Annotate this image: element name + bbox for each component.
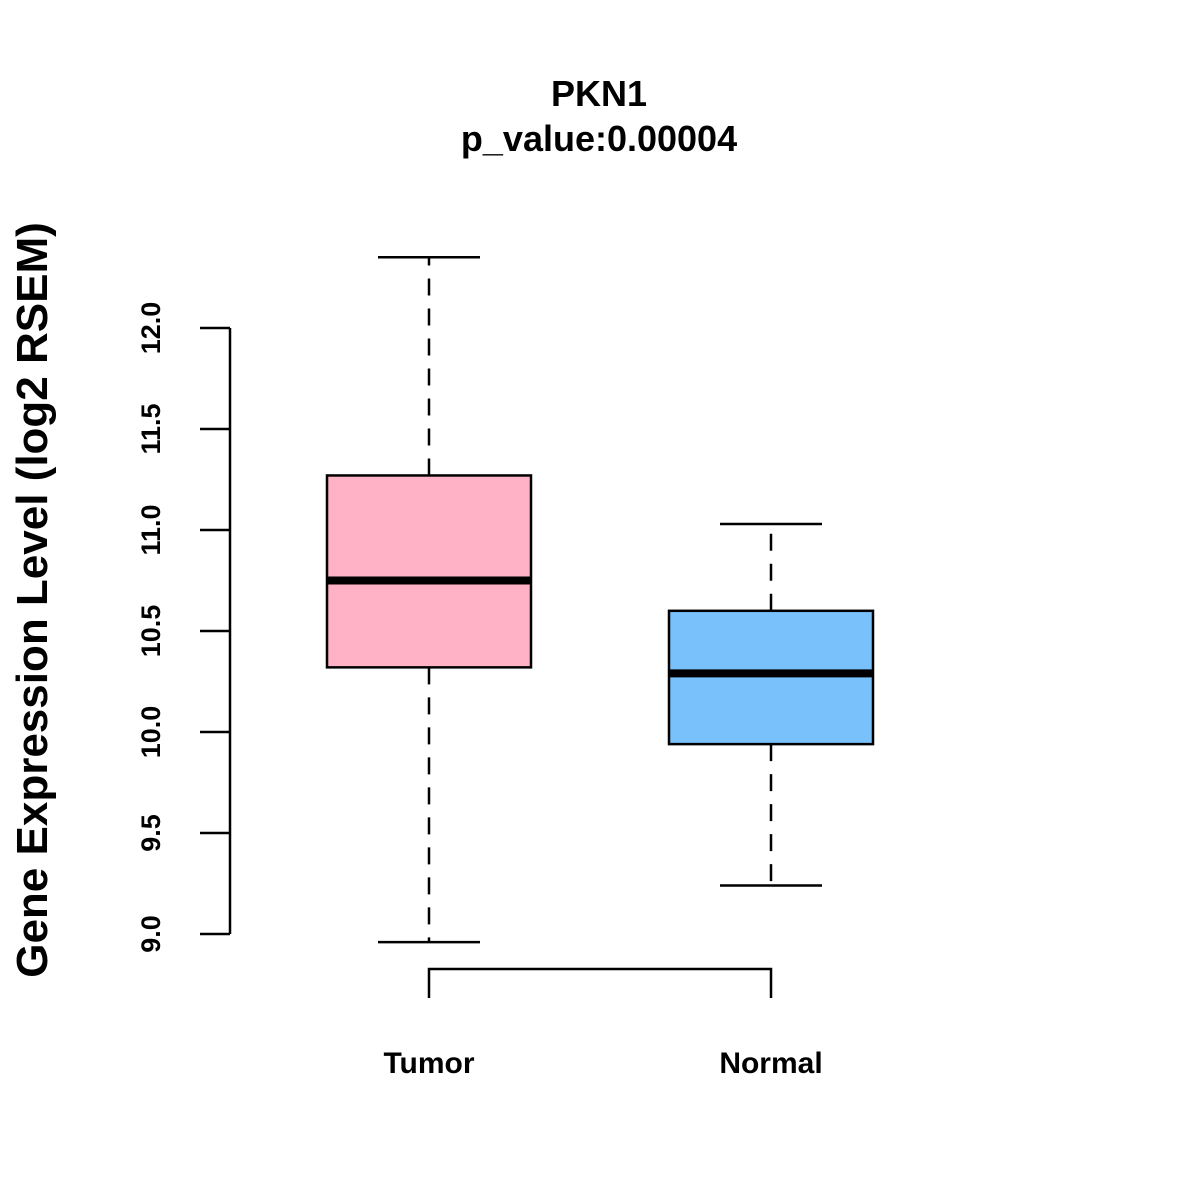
y-axis: 9.0 9.5 10.0 10.5 11.0 11.5 12.0 <box>136 302 232 953</box>
comparison-bracket <box>427 967 773 998</box>
category-labels: Tumor Normal <box>383 1047 822 1080</box>
chart-subtitle: p_value:0.00004 <box>461 118 737 159</box>
iqr-box <box>667 609 875 746</box>
y-tick-label: 11.0 <box>136 504 166 555</box>
box-tumor <box>325 256 533 944</box>
y-axis-label: Gene Expression Level (log2 RSEM) <box>8 222 57 978</box>
box-normal <box>667 522 875 887</box>
chart-title: PKN1 <box>551 73 647 114</box>
y-tick-label: 9.0 <box>136 915 166 953</box>
iqr-box <box>325 474 533 669</box>
box-series <box>325 256 875 944</box>
y-tick-label: 10.0 <box>136 706 166 759</box>
y-tick-label: 12.0 <box>136 302 166 355</box>
category-label-normal: Normal <box>719 1047 822 1080</box>
category-label-tumor: Tumor <box>383 1047 474 1080</box>
y-tick-label: 11.5 <box>136 403 166 454</box>
y-tick-label: 10.5 <box>136 605 166 658</box>
y-tick-label: 9.5 <box>136 814 166 852</box>
bracket-line <box>427 967 773 998</box>
